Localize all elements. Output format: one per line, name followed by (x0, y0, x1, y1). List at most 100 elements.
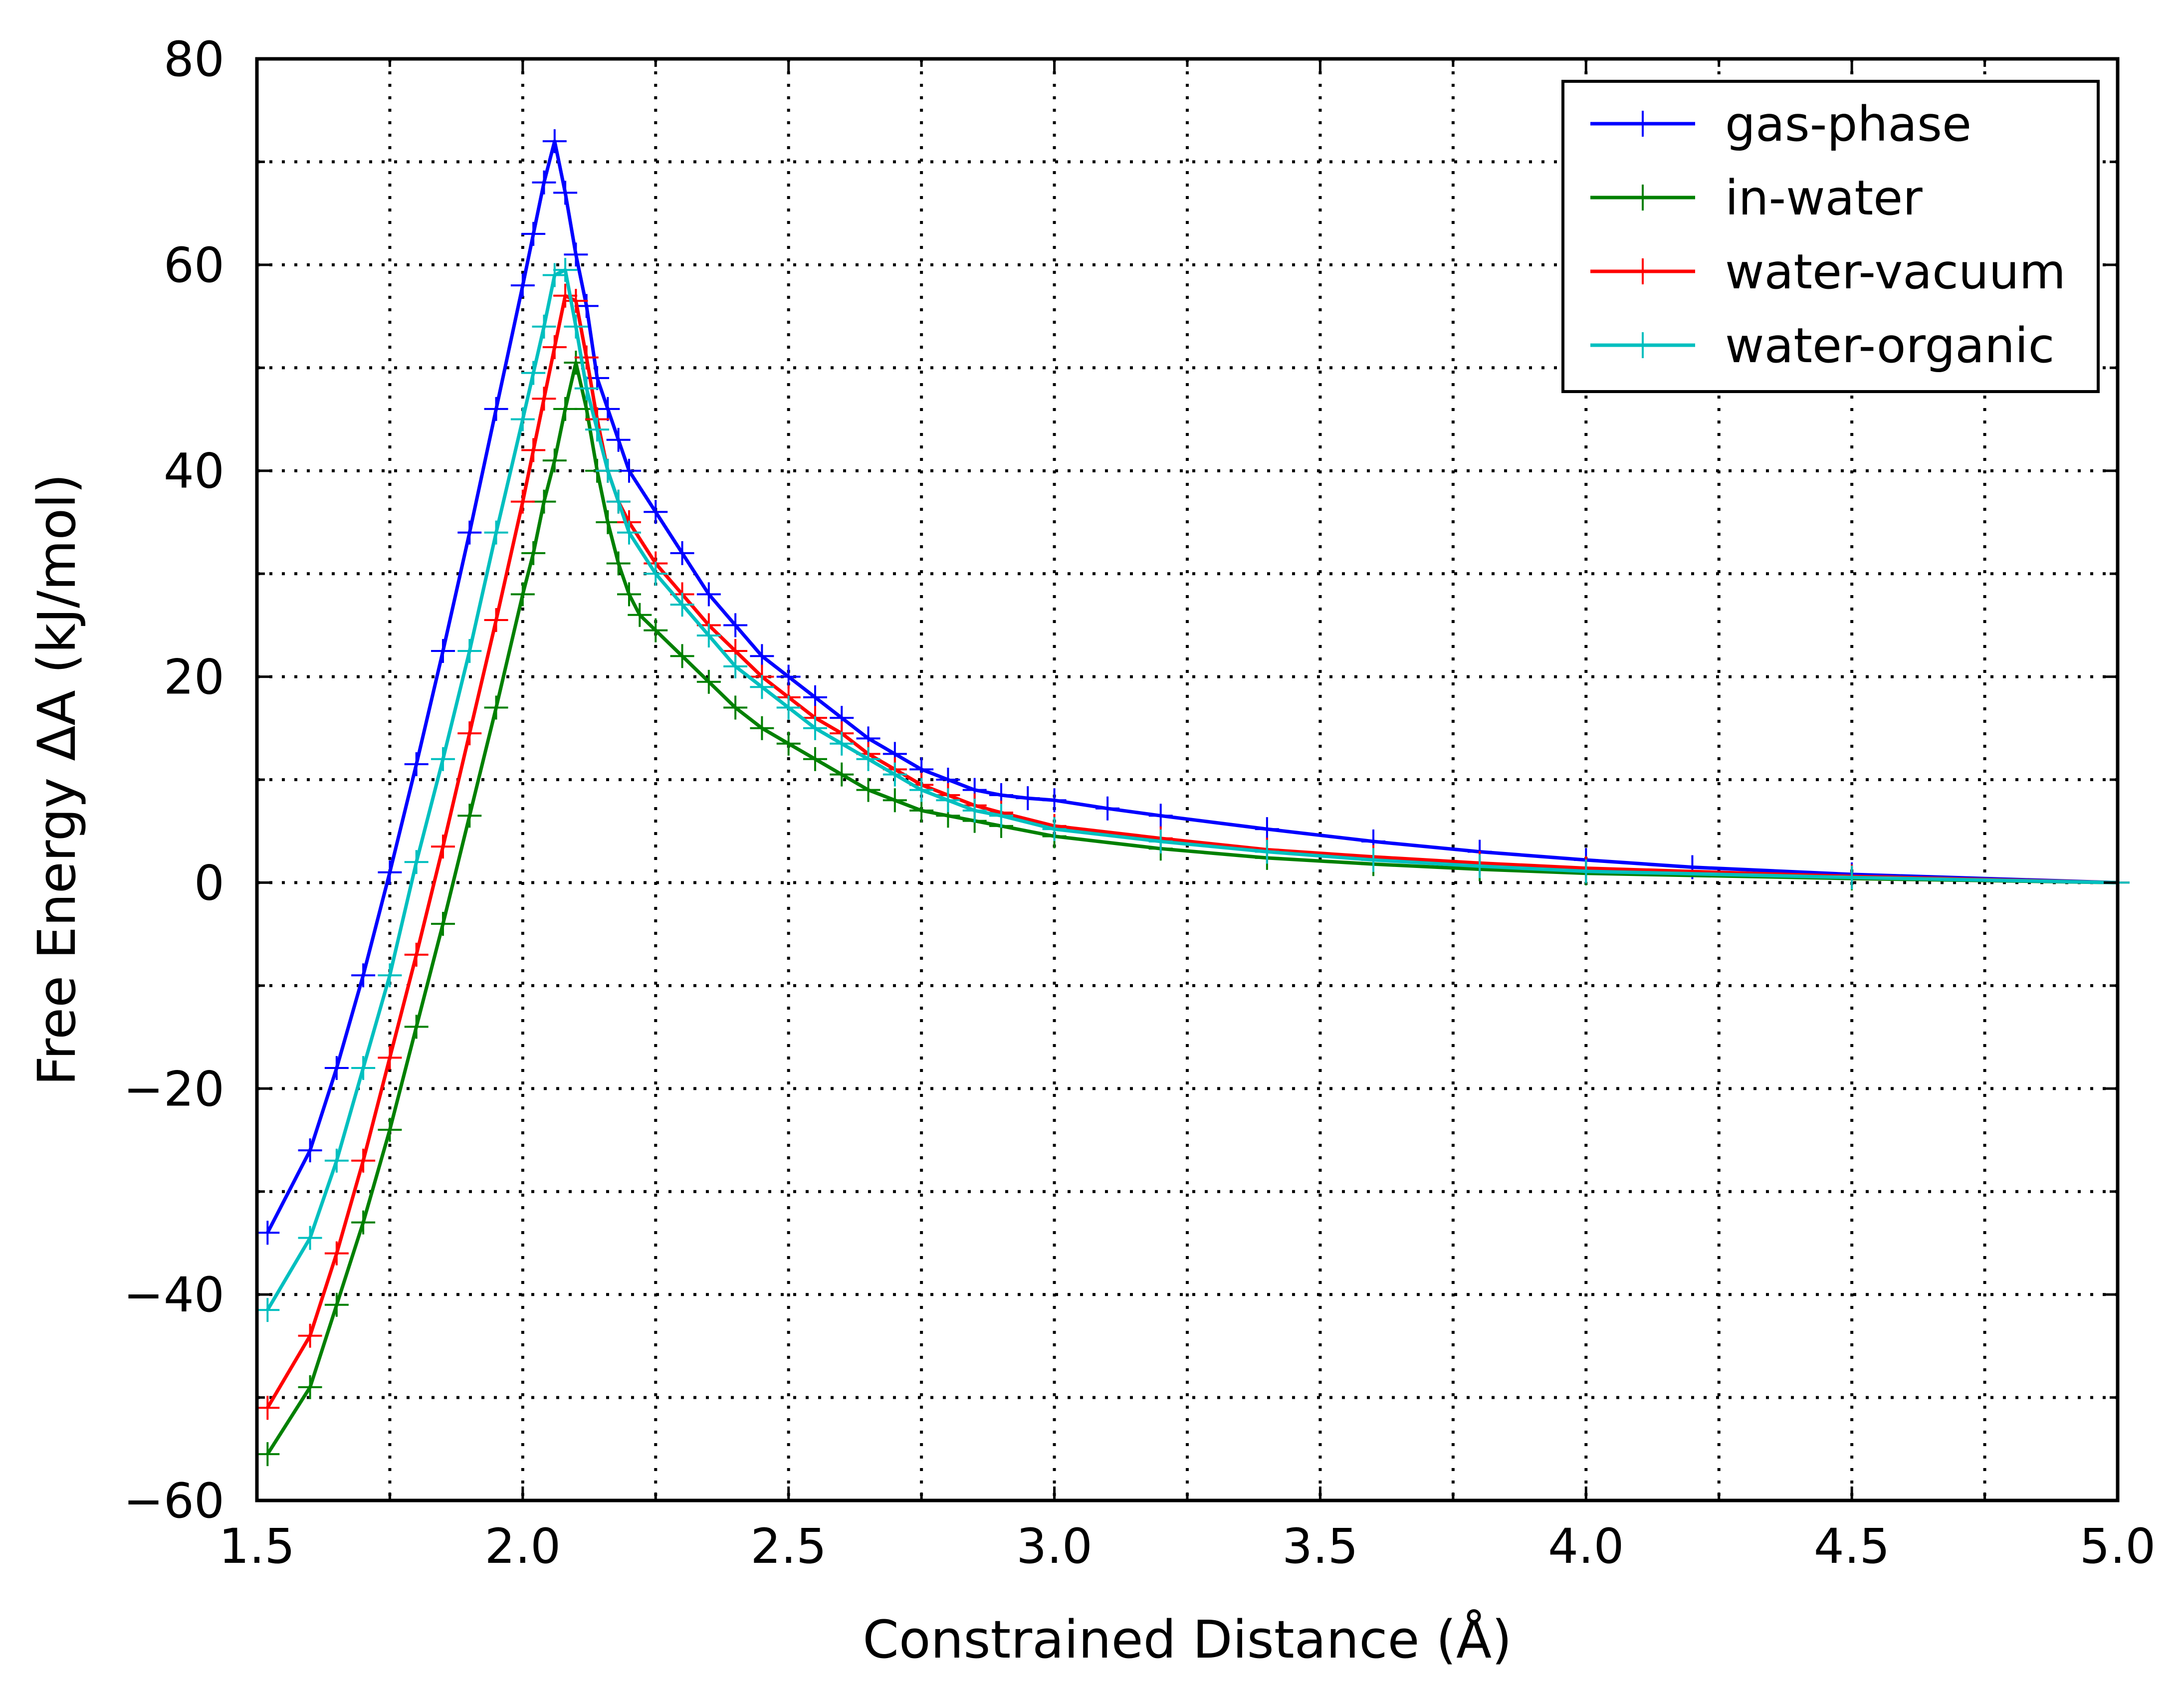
data-point-marker (574, 345, 599, 370)
data-point-marker (776, 664, 801, 689)
data-point-marker (596, 397, 620, 421)
data-point-marker (644, 562, 668, 586)
data-point-marker (606, 427, 631, 452)
series-in-water (255, 350, 2130, 1467)
data-point-marker (617, 582, 641, 607)
data-point-marker (776, 695, 801, 720)
data-point-marker (378, 963, 402, 988)
data-point-marker (351, 963, 376, 988)
data-point-marker (378, 860, 402, 884)
data-point-marker (378, 1046, 402, 1070)
x-tick-label: 5.0 (2080, 1518, 2156, 1574)
data-point-marker (909, 798, 934, 823)
data-point-marker (723, 654, 748, 678)
x-tick-label: 1.5 (219, 1518, 295, 1574)
data-point-marker (644, 500, 668, 524)
data-point-marker (1016, 786, 1040, 811)
y-tick-label: −40 (123, 1267, 224, 1323)
data-point-marker (1148, 829, 1173, 853)
data-point-marker (521, 221, 546, 246)
data-point-marker (542, 335, 567, 359)
data-point-marker (484, 608, 508, 633)
x-tick-label: 4.0 (1548, 1518, 1624, 1574)
data-point-marker (585, 418, 610, 442)
data-point-marker (521, 361, 546, 385)
data-point-marker (1042, 788, 1067, 813)
legend-label: gas-phase (1725, 96, 1971, 152)
data-point-marker (750, 716, 774, 740)
data-point-marker (255, 1396, 280, 1420)
data-point-marker (1574, 859, 1598, 883)
data-point-marker (255, 1298, 280, 1322)
data-point-marker (298, 1323, 322, 1348)
legend-swatch-marker (1630, 185, 1656, 211)
data-point-marker (351, 1210, 376, 1235)
data-point-marker (750, 675, 774, 699)
legend-label: in-water (1725, 170, 1923, 226)
data-point-marker (521, 438, 546, 462)
data-point-marker (542, 263, 567, 287)
data-point-marker (255, 1442, 280, 1467)
data-point-marker (404, 752, 429, 777)
legend-box (1561, 80, 2100, 393)
data-point-marker (324, 1148, 349, 1173)
x-tick-label: 2.0 (485, 1518, 561, 1574)
data-point-marker (484, 397, 508, 421)
data-point-marker (696, 582, 721, 607)
data-point-marker (324, 1292, 349, 1317)
data-point-marker (830, 731, 854, 756)
data-point-marker (510, 582, 535, 607)
series-line-water-organic (266, 268, 2118, 1311)
data-point-marker (564, 289, 588, 313)
data-point-marker (723, 695, 748, 720)
data-point-marker (404, 1015, 429, 1039)
data-point-marker (510, 489, 535, 514)
data-point-marker (909, 778, 934, 802)
data-point-marker (457, 520, 482, 545)
data-point-marker (404, 850, 429, 874)
data-point-marker (803, 716, 827, 740)
data-point-marker (532, 170, 556, 195)
legend-item-gas-phase: gas-phase (1590, 96, 1971, 152)
data-point-marker (1361, 848, 1385, 872)
data-point-marker (1095, 796, 1120, 821)
data-point-marker (882, 762, 907, 787)
data-point-marker (404, 942, 429, 967)
y-axis-label: Free Energy ΔA (kJ/mol) (26, 473, 87, 1085)
data-point-marker (510, 407, 535, 431)
data-point-marker (298, 1375, 322, 1399)
data-point-marker (1255, 840, 1279, 864)
data-point-marker (457, 721, 482, 746)
data-point-marker (542, 448, 567, 473)
data-point-marker (351, 1148, 376, 1173)
data-point-marker (532, 387, 556, 411)
data-point-marker (830, 762, 854, 787)
data-point-marker (298, 1138, 322, 1163)
y-tick-label: −20 (123, 1061, 224, 1117)
data-point-marker (596, 510, 620, 534)
legend-label: water-vacuum (1725, 244, 2066, 300)
data-point-marker (324, 1056, 349, 1080)
y-tick-label: 40 (164, 443, 224, 499)
data-point-marker (606, 489, 631, 514)
x-tick-label: 3.0 (1016, 1518, 1092, 1574)
data-point-marker (255, 1221, 280, 1245)
data-point-marker (298, 1226, 322, 1250)
data-point-marker (723, 613, 748, 637)
data-point-marker (378, 1117, 402, 1142)
data-point-marker (564, 242, 588, 267)
data-point-marker (1148, 804, 1173, 828)
data-point-marker (962, 798, 987, 823)
data-point-marker (457, 638, 482, 663)
data-point-marker (553, 397, 578, 421)
series-line-water-vacuum (266, 294, 2118, 1409)
legend-swatch-marker (1630, 258, 1656, 284)
data-point-marker (856, 778, 880, 802)
legend-item-water-organic: water-organic (1590, 318, 2054, 374)
data-point-marker (521, 541, 546, 565)
data-point-marker (989, 804, 1013, 828)
legend-item-water-vacuum: water-vacuum (1590, 244, 2066, 300)
data-point-marker (431, 835, 455, 859)
